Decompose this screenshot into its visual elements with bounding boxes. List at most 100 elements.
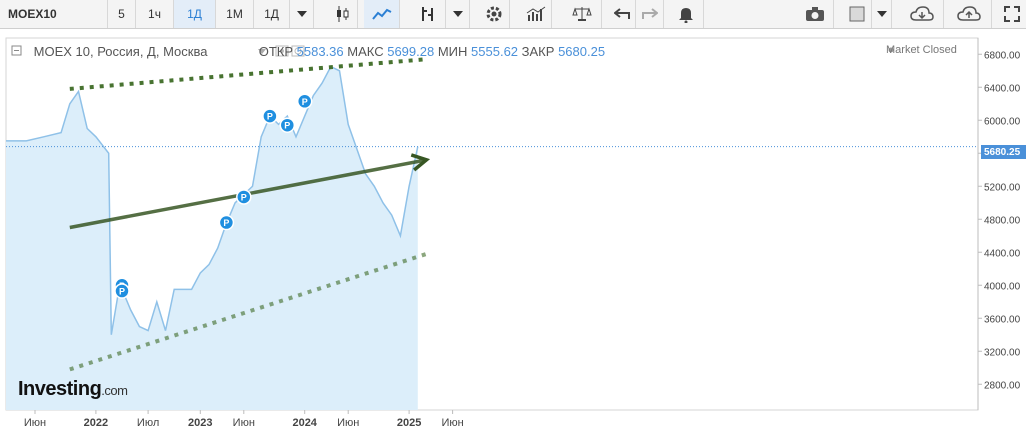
y-tick-label: 5200.00 bbox=[984, 182, 1021, 193]
last-price-tag: 5680.25 bbox=[981, 145, 1026, 159]
line-chart-icon bbox=[371, 8, 391, 20]
eye-pupil-icon bbox=[280, 49, 284, 53]
high-label: МАКС bbox=[347, 44, 384, 59]
marker-badge-icon bbox=[218, 214, 235, 231]
interval-custom-button[interactable]: 1Д bbox=[254, 0, 290, 28]
settings-button[interactable] bbox=[478, 0, 510, 28]
interval-dropdown-button[interactable] bbox=[290, 0, 314, 28]
close-value: 5680.25 bbox=[558, 44, 606, 59]
low-value: 5555.62 bbox=[471, 44, 519, 59]
y-tick-label: 6800.00 bbox=[984, 50, 1021, 61]
interval-1d-button[interactable]: 1Д bbox=[174, 0, 216, 28]
symbol-selector[interactable]: MOEX10 bbox=[0, 0, 108, 28]
market-status-dot-icon bbox=[888, 47, 894, 53]
fullscreen-icon bbox=[1004, 6, 1020, 22]
color-dropdown[interactable] bbox=[872, 0, 892, 28]
settings-small-icon[interactable] bbox=[291, 45, 305, 57]
gear-small-icon bbox=[294, 47, 302, 55]
chart-type-dropdown[interactable] bbox=[446, 0, 470, 28]
cloud-upload-icon bbox=[956, 6, 981, 21]
y-tick-label: 6000.00 bbox=[984, 116, 1021, 127]
marker-badge-icon bbox=[236, 189, 252, 205]
logo-suffix: .com bbox=[101, 383, 128, 398]
interval-label: 1ч bbox=[148, 7, 161, 21]
open-label: ОТКР bbox=[258, 44, 294, 59]
event-marker[interactable]: P bbox=[114, 283, 130, 299]
low-label: МИН bbox=[437, 44, 468, 59]
interval-1h-button[interactable]: 1ч bbox=[136, 0, 174, 28]
candlestick-icon bbox=[336, 6, 348, 22]
trend-arrow-head bbox=[410, 153, 431, 172]
x-tick-label: 2023 bbox=[188, 417, 212, 429]
y-tick-label: 2800.00 bbox=[984, 380, 1021, 391]
y-tick-label: 6400.00 bbox=[984, 83, 1021, 94]
save-chart-button[interactable] bbox=[946, 0, 992, 28]
interval-label: 1Д bbox=[264, 7, 279, 21]
marker-badge-icon bbox=[279, 117, 296, 133]
series-legend: MOEX 10, Россия, Д, Москва ОТКР 5583.36 … bbox=[12, 44, 605, 59]
color-swatch-icon bbox=[849, 6, 864, 22]
x-tick-label: Июн bbox=[441, 417, 463, 429]
investing-logo: Investing.com bbox=[18, 378, 128, 401]
marker-badge-icon bbox=[296, 93, 313, 110]
event-marker[interactable]: P bbox=[236, 189, 252, 205]
x-tick-label: Июл bbox=[137, 417, 159, 429]
load-chart-button[interactable] bbox=[900, 0, 944, 28]
event-marker[interactable]: P bbox=[262, 108, 278, 124]
y-tick-label: 4000.00 bbox=[984, 281, 1021, 292]
price-chart[interactable]: PPPPPPP 6800.006400.006000.005600.005200… bbox=[0, 28, 1026, 437]
open-value: 5583.36 bbox=[296, 44, 344, 59]
market-status: Market Closed bbox=[886, 44, 957, 56]
bell-icon bbox=[678, 8, 693, 23]
indicators-button[interactable] bbox=[410, 0, 446, 28]
compare-button[interactable] bbox=[562, 0, 602, 28]
chevron-down-icon bbox=[876, 11, 887, 17]
redo-button[interactable] bbox=[636, 0, 664, 28]
bars-icon bbox=[421, 7, 433, 21]
x-tick-label: Июн bbox=[24, 417, 46, 429]
undo-button[interactable] bbox=[608, 0, 636, 28]
symbol-label: MOEX10 bbox=[8, 7, 57, 21]
x-tick-label: Июн bbox=[233, 417, 255, 429]
legend-toggle[interactable] bbox=[11, 45, 22, 56]
y-tick-label: 4400.00 bbox=[984, 248, 1021, 259]
studies-icon bbox=[526, 6, 545, 21]
logo-brand: Investing bbox=[18, 378, 102, 400]
marker-letter: P bbox=[241, 192, 247, 202]
marker-badge-icon bbox=[262, 108, 278, 124]
color-picker-button[interactable] bbox=[842, 0, 872, 28]
cloud-download-icon bbox=[909, 6, 934, 21]
x-tick-label: Июн bbox=[337, 417, 359, 429]
chevron-down-icon bbox=[452, 11, 463, 17]
channel-bottom-line[interactable] bbox=[69, 251, 428, 372]
x-tick-label: 2025 bbox=[397, 417, 421, 429]
high-value: 5699.28 bbox=[387, 44, 435, 59]
candles-button[interactable] bbox=[328, 0, 358, 28]
alert-button[interactable] bbox=[668, 0, 704, 28]
marker-letter: P bbox=[284, 121, 290, 131]
interval-1m-button[interactable]: 1М bbox=[216, 0, 254, 28]
camera-icon bbox=[805, 7, 824, 21]
interval-5-button[interactable]: 5 bbox=[108, 0, 136, 28]
visibility-icon[interactable] bbox=[275, 45, 289, 57]
marker-letter: P bbox=[119, 287, 125, 297]
price-line bbox=[6, 65, 419, 335]
marker-badge-icon bbox=[114, 283, 130, 299]
event-marker[interactable]: P bbox=[296, 93, 313, 110]
line-chart-button[interactable] bbox=[364, 0, 400, 28]
x-tick-label: 2022 bbox=[84, 417, 108, 429]
studies-button[interactable] bbox=[520, 0, 552, 28]
y-tick-label: 3600.00 bbox=[984, 314, 1021, 325]
fullscreen-button[interactable] bbox=[998, 0, 1026, 28]
y-tick-label: 4800.00 bbox=[984, 215, 1021, 226]
undo-icon bbox=[613, 8, 630, 19]
gear-icon bbox=[486, 6, 501, 22]
instrument-title: MOEX 10, Россия, Д, Москва bbox=[33, 44, 208, 59]
event-marker[interactable]: P bbox=[279, 117, 296, 133]
x-tick-label: 2024 bbox=[292, 417, 317, 429]
event-marker[interactable]: P bbox=[218, 214, 235, 231]
title-dropdown-icon[interactable] bbox=[258, 49, 266, 54]
price-area bbox=[6, 66, 418, 410]
snapshot-button[interactable] bbox=[796, 0, 834, 28]
redo-icon bbox=[641, 8, 658, 19]
